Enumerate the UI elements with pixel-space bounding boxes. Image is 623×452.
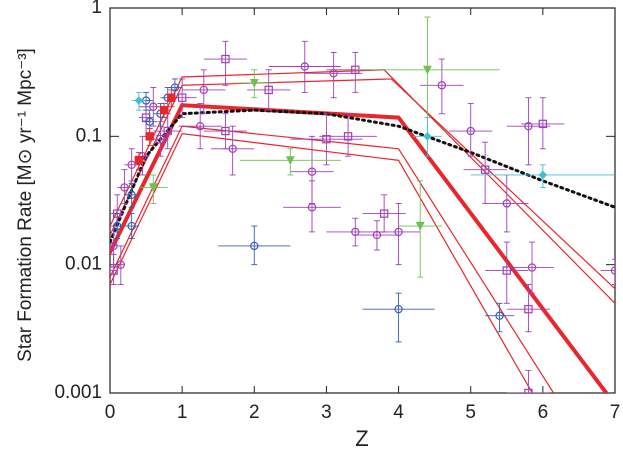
plot-frame xyxy=(109,7,616,394)
data-point xyxy=(163,126,172,136)
data-point xyxy=(110,241,118,251)
x-tick-label: 1 xyxy=(177,402,188,423)
data-point xyxy=(502,266,511,275)
data-point xyxy=(116,260,126,269)
x-tick-label: 3 xyxy=(321,402,332,423)
fit-line xyxy=(110,78,615,290)
data-point xyxy=(343,132,353,141)
data-point xyxy=(307,167,317,176)
data-point xyxy=(156,134,165,144)
data-point xyxy=(495,311,504,320)
data-point xyxy=(437,81,447,90)
data-point xyxy=(127,221,136,231)
data-point xyxy=(423,65,432,75)
data-point xyxy=(134,96,144,105)
data-point xyxy=(480,165,490,174)
data-point xyxy=(228,144,237,153)
x-tick-label: 2 xyxy=(249,402,260,423)
data-point xyxy=(524,304,533,314)
data-point xyxy=(250,241,259,251)
x-tick-label: 5 xyxy=(465,402,476,423)
data-point xyxy=(264,85,273,95)
data-point xyxy=(110,266,118,275)
data-point xyxy=(300,62,309,71)
x-tick-label: 0 xyxy=(105,402,116,423)
data-point xyxy=(527,263,537,272)
data-point xyxy=(127,160,136,170)
x-tick-label: 4 xyxy=(393,402,404,423)
data-point xyxy=(148,183,158,193)
data-point xyxy=(415,221,425,231)
data-point xyxy=(379,209,389,218)
data-point xyxy=(285,156,295,166)
data-point xyxy=(351,227,360,237)
data-point xyxy=(149,102,158,111)
data-point xyxy=(524,388,533,393)
data-point xyxy=(394,304,403,314)
model-dotted-line xyxy=(110,108,615,244)
data-point xyxy=(170,83,180,92)
data-point xyxy=(610,266,615,275)
x-tick-label: 6 xyxy=(538,402,549,423)
data-point xyxy=(127,190,136,200)
plot-area xyxy=(110,16,615,393)
data-point xyxy=(199,85,208,95)
data-point xyxy=(322,134,331,144)
data-point xyxy=(524,121,533,131)
fit-line xyxy=(110,132,533,393)
y-tick-label: 0.01 xyxy=(65,254,102,275)
data-point xyxy=(538,170,548,180)
x-tick-label: 7 xyxy=(610,402,621,423)
data-point xyxy=(120,183,129,192)
data-point xyxy=(249,78,259,88)
data-point xyxy=(145,132,154,141)
data-point xyxy=(195,121,205,131)
data-point xyxy=(221,54,230,64)
data-point xyxy=(221,126,230,136)
data-point xyxy=(307,203,317,212)
data-point xyxy=(502,199,511,208)
fit-line xyxy=(110,125,555,393)
data-point xyxy=(134,156,144,165)
y-tick-label: 1 xyxy=(91,0,102,18)
data-point xyxy=(177,93,187,102)
data-point xyxy=(145,117,154,126)
data-point xyxy=(167,93,176,102)
fit-line xyxy=(110,69,615,304)
y-axis-label: Star Formation Rate [M⊙ yr⁻¹ Mpc⁻³] xyxy=(15,48,36,362)
data-point xyxy=(423,132,432,141)
x-axis-label: Z xyxy=(355,426,368,451)
y-tick-label: 0.1 xyxy=(76,125,102,146)
data-point xyxy=(466,126,475,136)
y-tick-label: 0.001 xyxy=(54,382,102,403)
data-point xyxy=(538,119,548,129)
data-point xyxy=(159,105,169,115)
data-point xyxy=(113,221,122,231)
